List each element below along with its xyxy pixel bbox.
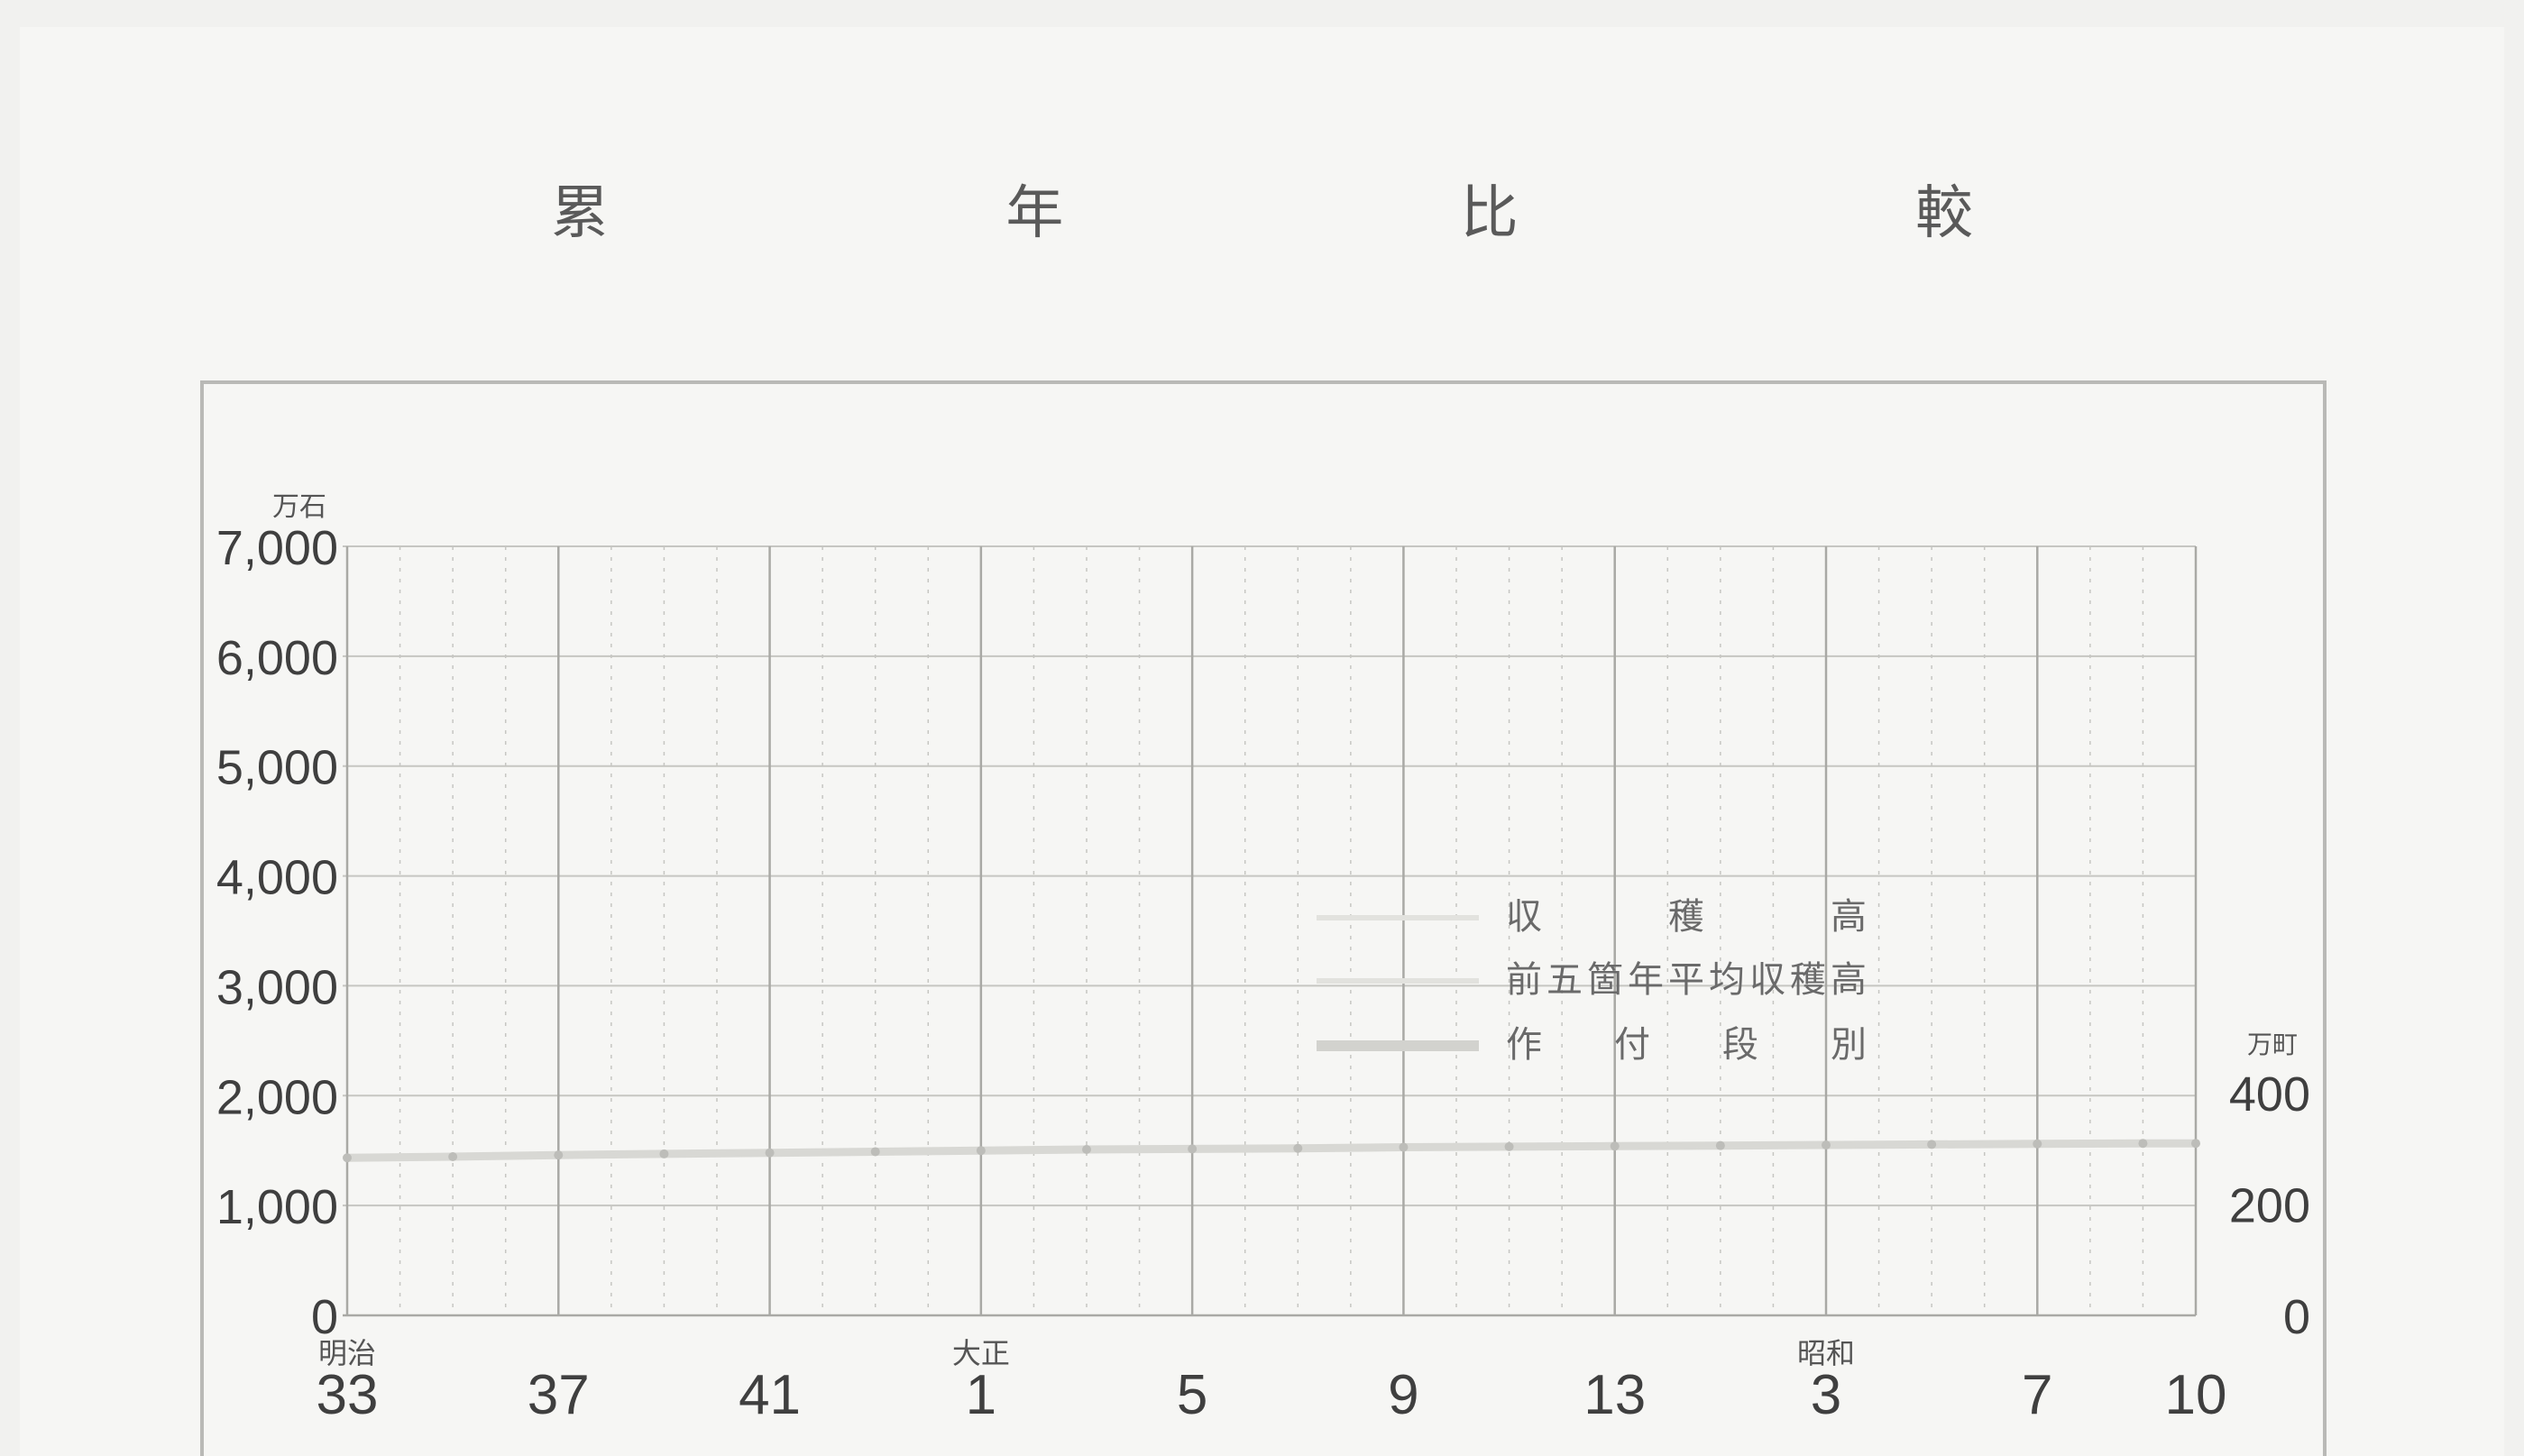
right-tick-label: 0	[2283, 1290, 2310, 1344]
left-tick-label: 7,000	[216, 521, 338, 575]
x-tick-label: 7	[2022, 1364, 2052, 1426]
x-tick-label: 33	[317, 1364, 379, 1426]
series-point	[976, 1146, 986, 1156]
series-point	[659, 1149, 669, 1158]
legend-label: 収 穫 高	[1506, 896, 1867, 938]
series-point	[1715, 1140, 1725, 1150]
series-point	[2191, 1139, 2200, 1149]
series-point	[1188, 1144, 1198, 1154]
series-point	[1822, 1140, 1831, 1150]
series-point	[870, 1147, 880, 1157]
legend-label: 作 付 段 別	[1506, 1024, 1867, 1066]
x-tick-label: 9	[1388, 1364, 1418, 1426]
x-tick-label: 1	[966, 1364, 996, 1426]
series-point	[765, 1148, 775, 1158]
left-tick-label: 3,000	[216, 960, 338, 1014]
left-axis-unit: 万石	[272, 491, 326, 523]
right-tick-label: 400	[2229, 1067, 2310, 1122]
x-tick-label: 3	[1811, 1364, 1841, 1426]
series-point	[554, 1150, 564, 1160]
right-tick-label: 200	[2229, 1179, 2310, 1233]
right-axis: 0 200 400 万町	[2229, 1030, 2310, 1344]
left-tick-label: 2,000	[216, 1070, 338, 1124]
left-tick-label: 0	[311, 1290, 338, 1344]
series-point	[343, 1153, 352, 1163]
legend-label: 前五箇年平均収穫高	[1506, 959, 1867, 1001]
series-point	[1082, 1144, 1091, 1154]
x-era-label: 明治	[318, 1336, 376, 1370]
series-point	[1927, 1140, 1937, 1149]
series-point	[1610, 1141, 1620, 1151]
x-tick-label: 5	[1177, 1364, 1207, 1426]
series-point	[1504, 1141, 1514, 1151]
x-tick-label: 41	[739, 1364, 801, 1426]
x-era-label: 昭和	[1797, 1336, 1855, 1370]
grid	[343, 545, 2198, 1317]
x-tick-label: 37	[528, 1364, 590, 1426]
series-line-planted-area	[343, 1139, 2200, 1162]
series-point	[1399, 1142, 1409, 1152]
chart-title: 累 年 比 較	[550, 180, 2163, 247]
left-tick-label: 1,000	[216, 1180, 338, 1234]
left-tick-label: 6,000	[216, 631, 338, 685]
series-point	[2138, 1139, 2148, 1149]
plot-frame	[200, 380, 2327, 1456]
x-era-label: 大正	[952, 1336, 1010, 1370]
x-tick-label: 13	[1583, 1364, 1646, 1426]
series-point	[2033, 1139, 2042, 1149]
right-axis-unit: 万町	[2247, 1030, 2298, 1059]
left-tick-label: 4,000	[216, 851, 338, 905]
x-tick-label: 10	[2165, 1364, 2227, 1426]
left-tick-label: 5,000	[216, 741, 338, 795]
series-point	[1293, 1143, 1303, 1153]
series-point	[448, 1152, 458, 1162]
series-layer	[343, 1139, 2200, 1163]
